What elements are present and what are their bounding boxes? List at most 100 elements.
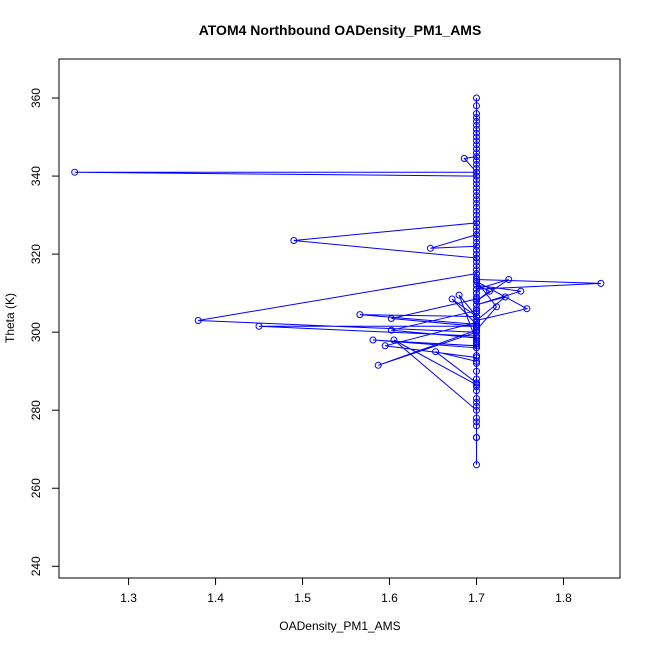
data-point	[473, 285, 480, 293]
data-point	[426, 244, 434, 252]
data-point	[473, 137, 480, 145]
data-point	[473, 461, 480, 469]
x-axis: 1.3 1.4 1.5 1.6 1.7 1.8	[120, 577, 572, 605]
data-point	[473, 207, 480, 215]
data-point	[473, 215, 480, 223]
x-tick-label: 1.6	[381, 591, 398, 605]
data-point	[71, 168, 79, 176]
data-point	[381, 342, 389, 350]
data-point	[473, 114, 480, 121]
y-tick-label: 300	[29, 322, 43, 342]
data-point	[473, 184, 480, 192]
data-point	[473, 117, 480, 125]
series-markers	[71, 94, 605, 469]
y-tick-label: 360	[29, 88, 43, 108]
x-tick-label: 1.4	[207, 591, 224, 605]
data-point	[473, 102, 480, 110]
data-point	[473, 125, 480, 133]
data-point	[501, 293, 509, 301]
data-point	[473, 176, 480, 184]
data-point	[473, 250, 480, 258]
data-point	[473, 258, 480, 266]
data-point	[473, 133, 480, 141]
data-point	[486, 287, 493, 295]
x-tick-label: 1.3	[120, 591, 137, 605]
data-point	[473, 418, 480, 426]
data-point	[473, 307, 480, 315]
data-point	[473, 367, 480, 375]
data-point	[432, 348, 440, 356]
data-point	[473, 305, 480, 313]
data-point	[473, 242, 480, 250]
data-point	[473, 326, 480, 334]
y-tick-label: 280	[29, 400, 43, 420]
data-point	[390, 336, 398, 344]
x-axis-label: OADensity_PM1_AMS	[279, 619, 400, 633]
data-point	[473, 344, 480, 352]
data-point	[517, 287, 525, 295]
plot-frame	[58, 58, 621, 579]
data-point	[473, 94, 480, 102]
data-point	[387, 326, 395, 334]
data-point	[473, 340, 480, 348]
x-tick-label: 1.7	[468, 591, 485, 605]
data-point	[473, 422, 480, 430]
data-point	[473, 414, 480, 422]
data-point	[255, 322, 263, 330]
x-tick-label: 1.5	[294, 591, 311, 605]
data-point	[473, 266, 480, 274]
data-point	[460, 155, 468, 162]
plot-area	[71, 94, 605, 469]
y-axis: 240 260 280 300 320 340 360	[29, 88, 60, 576]
data-point	[473, 381, 480, 389]
data-point	[473, 402, 480, 410]
data-point	[473, 254, 480, 262]
data-point	[473, 277, 480, 285]
data-point	[473, 328, 480, 336]
data-point	[473, 196, 480, 203]
data-point	[473, 149, 480, 157]
y-tick-label: 340	[29, 166, 43, 186]
data-point	[473, 235, 480, 242]
y-tick-label: 260	[29, 478, 43, 498]
data-point	[194, 317, 202, 324]
data-point	[473, 110, 480, 118]
data-point	[473, 297, 480, 305]
data-point	[597, 279, 605, 287]
data-point	[356, 311, 364, 319]
data-point	[448, 295, 456, 303]
chart-title: ATOM4 Northbound OADensity_PM1_AMS	[199, 22, 482, 38]
data-point	[473, 354, 480, 361]
data-point	[473, 262, 480, 270]
data-point	[374, 361, 382, 369]
data-point	[473, 160, 480, 168]
data-point	[473, 383, 480, 391]
data-point	[473, 274, 480, 281]
y-axis-label: Theta (K)	[3, 293, 17, 343]
data-point	[493, 303, 500, 311]
data-point	[473, 192, 480, 200]
data-point	[473, 172, 480, 180]
data-point	[523, 305, 531, 313]
data-point	[473, 357, 480, 365]
data-point	[505, 276, 513, 283]
data-point	[473, 406, 480, 414]
data-point	[473, 227, 480, 235]
data-point	[473, 281, 480, 289]
data-point	[473, 145, 480, 153]
data-point	[290, 237, 298, 244]
data-point	[455, 291, 463, 299]
data-point	[473, 309, 480, 317]
data-point	[473, 188, 480, 196]
data-point	[473, 168, 480, 176]
data-point	[473, 203, 480, 211]
data-point	[473, 434, 480, 441]
data-point	[473, 295, 480, 303]
data-point	[473, 379, 480, 387]
data-point	[473, 219, 480, 227]
y-tick-label: 240	[29, 556, 43, 576]
data-point	[473, 293, 480, 301]
data-point	[473, 223, 480, 231]
data-point	[473, 199, 480, 207]
